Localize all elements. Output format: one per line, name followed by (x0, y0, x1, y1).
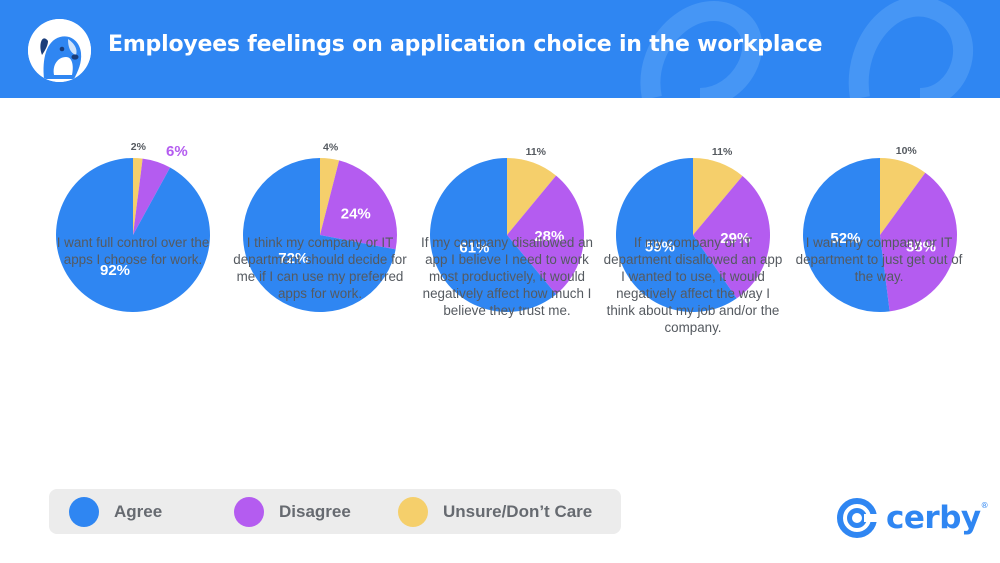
legend-item-disagree: Disagree (234, 489, 351, 534)
pie-charts-area: 92% 6% 2% 72% 24% 4% 61% 28% 11% 59% 29% 11% 52% 38% 1… (0, 98, 1000, 478)
pie-2-slice-agree (242, 158, 396, 312)
pie-2-label-disagree: 24% (341, 205, 371, 222)
decorative-swirl (640, 0, 973, 98)
pie-3-slice-agree (430, 158, 557, 312)
pie-2-slice-unsure (320, 158, 340, 235)
pie-2-label-unsure: 4% (323, 142, 339, 154)
pie-caption-3: If my company disallowed an app I believ… (421, 235, 593, 318)
cerby-logo: cerby ® (836, 495, 989, 541)
pie-caption-5: I want my company or IT department to ju… (795, 235, 963, 284)
legend-item-unsure: Unsure/Don’t Care (398, 489, 592, 534)
pie-3-slice-disagree (507, 175, 585, 295)
pie-5-slice-disagree (880, 172, 958, 312)
pie-1-slice-unsure (133, 158, 143, 235)
legend: Agree Disagree Unsure/Don’t Care (49, 489, 621, 534)
legend-swatch-disagree (234, 496, 264, 527)
cerby-logo-icon (837, 498, 878, 538)
pie-4-label-unsure: 11% (712, 146, 733, 158)
pie-4-slice-unsure (693, 158, 743, 235)
pie-3-label-agree: 61% (459, 240, 489, 257)
pie-1-slice-agree (55, 158, 211, 312)
pie-1-slice-disagree (133, 158, 171, 235)
legend-item-agree: Agree (69, 489, 162, 534)
pie-charts: 92% 6% 2% 72% 24% 4% 61% 28% 11% 59% 29% 11% 52% 38% 1… (55, 141, 958, 312)
pie-4-label-disagree: 29% (720, 230, 750, 247)
pie-caption-4: If my company or IT department disallowe… (603, 235, 783, 335)
pie-2-label-agree: 72% (278, 250, 308, 267)
pie-5-label-unsure: 10% (896, 145, 918, 157)
brand-registered-mark: ® (980, 501, 989, 510)
pie-4-slice-agree (616, 158, 737, 312)
pie-1-label-disagree: 6% (166, 143, 188, 160)
pie-4-label-agree: 59% (645, 238, 675, 255)
legend-label-agree: Agree (114, 501, 163, 521)
legend-label-disagree: Disagree (279, 501, 351, 521)
pie-5-slice-agree (803, 158, 890, 312)
pie-caption-2: I think my company or IT department shou… (233, 235, 407, 301)
pie-3-slice-unsure (507, 158, 557, 235)
page-title: Employees feelings on application choice… (108, 32, 823, 57)
pie-4-slice-disagree (693, 176, 770, 299)
pie-5-slice-unsure (880, 158, 926, 235)
pie-2-slice-disagree (320, 160, 397, 250)
legend-swatch-agree (69, 496, 99, 527)
legend-label-unsure: Unsure/Don’t Care (443, 501, 593, 521)
pie-5-label-agree: 52% (830, 230, 860, 247)
legend-swatch-unsure (398, 496, 428, 527)
pie-5-label-disagree: 38% (906, 239, 936, 256)
dog-mascot-icon (28, 19, 91, 82)
pie-3-label-disagree: 28% (534, 228, 564, 245)
pie-1-label-unsure: 2% (131, 141, 147, 153)
pie-3-label-unsure: 11% (526, 146, 547, 158)
pie-caption-1: I want full control over the apps I choo… (56, 235, 210, 267)
pie-1-label-agree: 92% (100, 262, 130, 279)
brand-name: cerby (886, 500, 981, 536)
header-banner: Employees feelings on application choice… (0, 0, 1000, 98)
